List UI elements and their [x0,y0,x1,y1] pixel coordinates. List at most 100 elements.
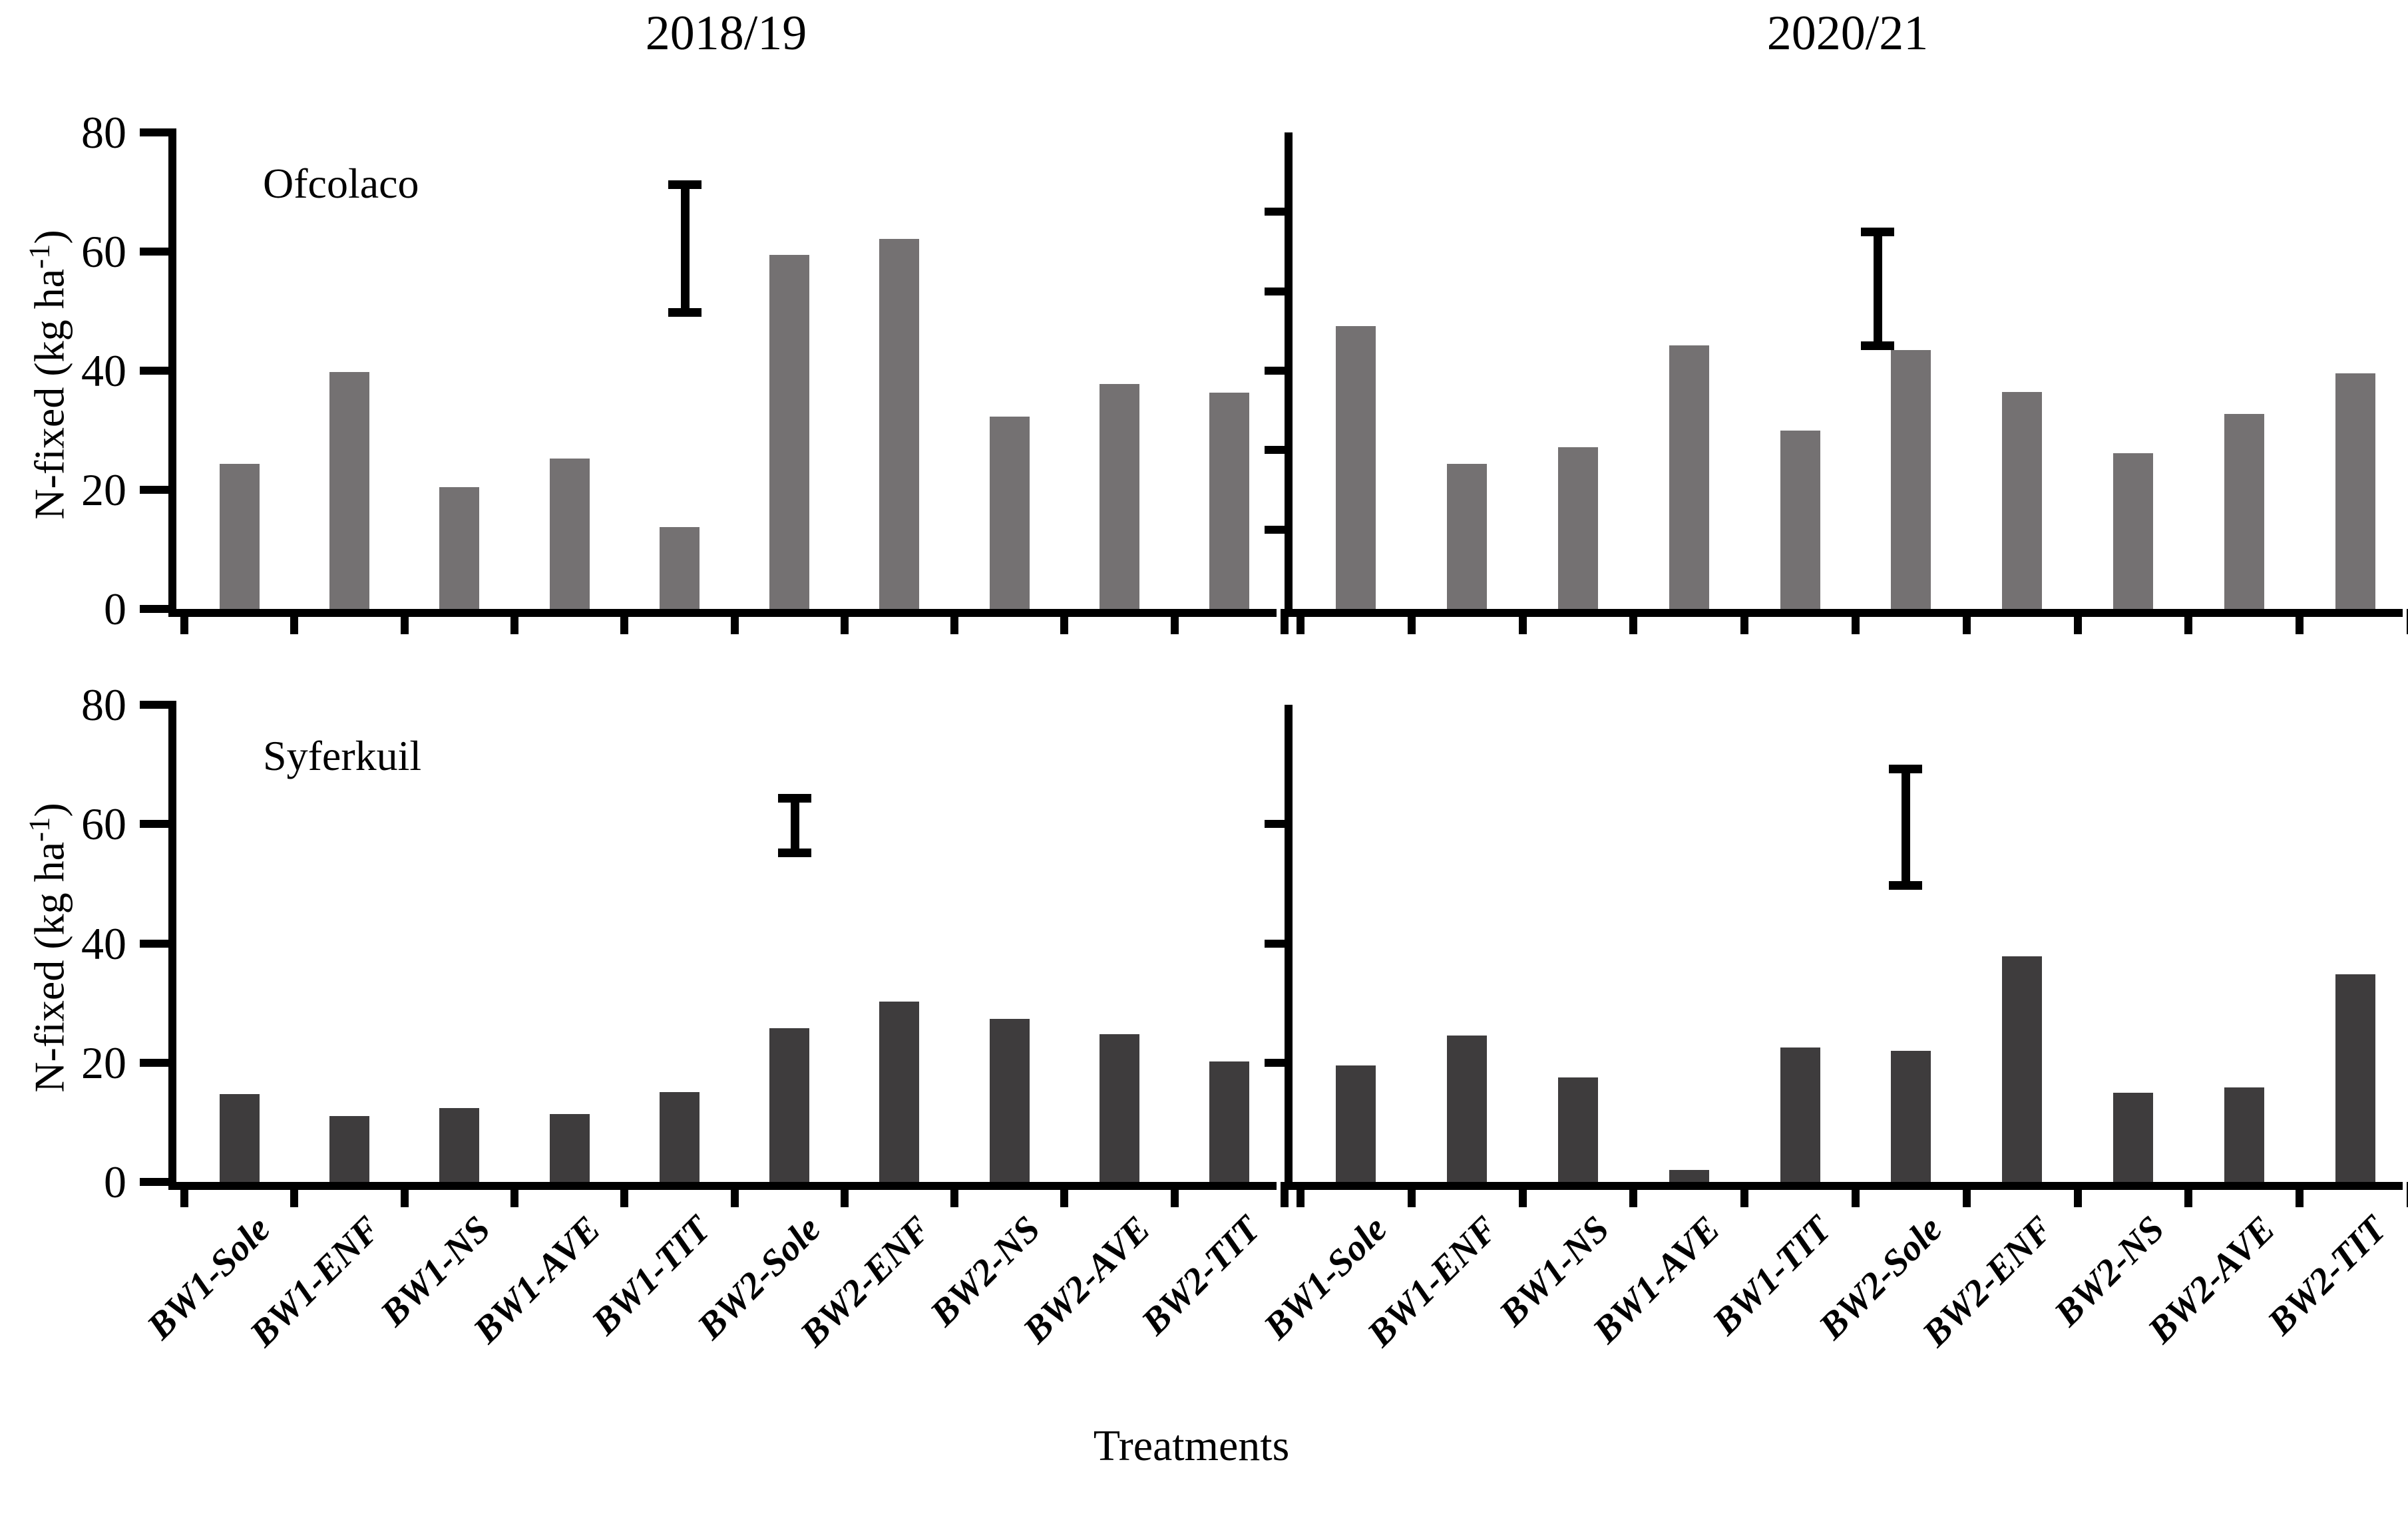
bar-BW1-TIT [1780,430,1820,609]
error-bar-cap [1889,764,1923,773]
x-tick [730,1182,739,1207]
y-tick [140,701,176,709]
y-tick [1265,820,1293,829]
y-tick [1265,939,1293,948]
x-tick [2184,609,2193,634]
y-tick-label: 60 [81,799,126,850]
x-tick [840,609,849,634]
x-tick [510,609,518,634]
x-tick [1852,609,1860,634]
x-tick [180,609,188,634]
y-tick [140,367,176,375]
error-bar-line [790,794,799,857]
bar-BW1-AVE [549,459,590,609]
bar-BW2-NS [989,1019,1030,1182]
x-tick [1170,1182,1179,1207]
bar-BW1-Sole [219,1094,260,1182]
x-tick [950,1182,959,1207]
treatment-label-BW2-TIT: BW2-TIT [2259,1208,2395,1343]
bar-BW1-NS [439,486,480,609]
bar-BW2-ENF [2002,392,2043,609]
y-tick [140,820,176,829]
y-tick [1265,287,1293,295]
bar-BW2-AVE [1100,383,1140,609]
x-tick [1852,1182,1860,1207]
bar-BW1-AVE [1669,345,1709,609]
y-tick-label: 20 [81,465,126,515]
bar-BW1-NS [1558,447,1598,609]
x-axis-title: Treatments [1093,1422,1290,1470]
bar-BW1-TIT [1780,1047,1820,1182]
bar-BW2-Sole [1891,349,1931,609]
error-bar-cap [1889,880,1923,890]
x-tick [1518,1182,1527,1207]
y-tick-label: 0 [104,1157,126,1207]
y-tick-label: 80 [81,679,126,730]
x-tick [290,609,299,634]
bar-BW1-NS [1558,1077,1598,1182]
bar-BW2-ENF [879,239,920,609]
y-tick-label: 40 [81,345,126,396]
bar-BW2-TIT [1209,393,1250,609]
y-tick [140,1178,176,1186]
bar-BW1-ENF [329,1116,369,1182]
y-tick [140,939,176,948]
x-tick [2184,1182,2193,1207]
column-title-2020-21: 2020/21 [1766,6,1929,61]
bar-BW2-AVE [2224,414,2264,609]
x-tick [2296,609,2304,634]
y-tick [1265,446,1293,455]
x-tick [730,609,739,634]
bar-BW1-Sole [219,463,260,609]
y-tick [140,128,176,136]
error-bar-cap [668,180,702,189]
x-tick [400,609,409,634]
bar-BW2-Sole [769,1028,810,1182]
x-tick [1629,609,1638,634]
bar-BW2-NS [2113,453,2153,609]
x-tick [1740,1182,1749,1207]
location-label: Ofcolaco [263,160,419,207]
y-tick-label: 20 [81,1037,126,1088]
y-tick [1265,208,1293,216]
y-tick [140,605,176,613]
x-tick [840,1182,849,1207]
error-bar-line [1901,764,1910,890]
error-bar-cap [778,794,812,803]
column-title-2018-19: 2018/19 [645,6,807,61]
bar-BW1-AVE [549,1113,590,1182]
error-bar-cap [668,308,702,317]
x-tick [1297,609,1304,634]
x-tick [1060,609,1069,634]
y-tick-label: 80 [81,107,126,158]
x-tick [1297,1182,1304,1207]
panel-ofcolaco-2020-21 [1265,132,2408,634]
x-tick [2073,1182,2082,1207]
x-tick [1740,609,1749,634]
y-tick-label: 0 [104,584,126,634]
bar-BW2-TIT [2335,974,2375,1182]
bar-BW2-Sole [769,255,810,609]
x-tick [620,1182,629,1207]
bar-BW2-ENF [879,1002,920,1182]
bar-BW1-ENF [1447,1036,1488,1182]
x-tick [1407,1182,1416,1207]
y-tick [1265,1058,1293,1067]
location-label: Syferkuil [263,732,422,779]
panel-syferkuil-2018-19: 0 20 40 60 80 Syferkuil [81,682,1289,1207]
error-bar-cap [778,848,812,857]
bar-BW2-TIT [1209,1061,1250,1182]
x-tick [1060,1182,1069,1207]
x-tick [2073,609,2082,634]
x-tick [2296,1182,2304,1207]
x-tick [510,1182,518,1207]
bar-BW2-Sole [1891,1050,1931,1182]
x-tick [1962,1182,1971,1207]
panel-ofcolaco-2018-19: 0 20 40 60 80 Ofcolaco [81,110,1289,634]
y-tick-label: 60 [81,226,126,277]
x-tick [620,609,629,634]
x-tick [400,1182,409,1207]
bar-BW1-NS [439,1107,480,1182]
bar-BW2-TIT [2335,373,2375,609]
